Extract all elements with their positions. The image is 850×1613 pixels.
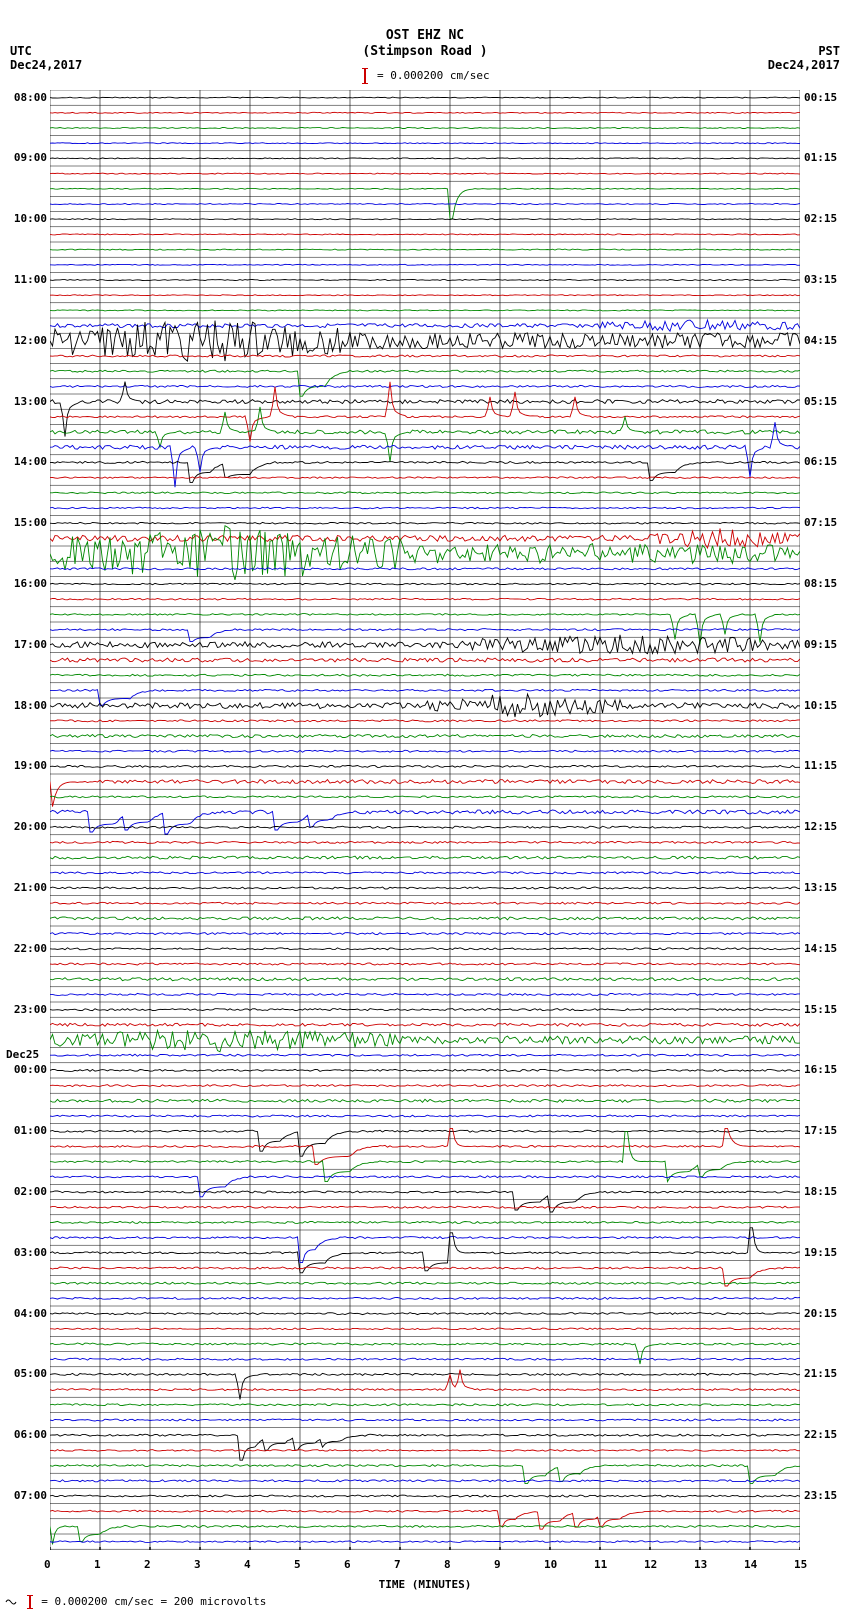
x-tick: 2 <box>144 1558 151 1571</box>
x-tick: 3 <box>194 1558 201 1571</box>
utc-time-label: 16:00 <box>2 577 47 590</box>
utc-time-label: 00:00 <box>2 1063 47 1076</box>
utc-time-label: 13:00 <box>2 395 47 408</box>
x-tick: 7 <box>394 1558 401 1571</box>
utc-time-label: 02:00 <box>2 1185 47 1198</box>
pst-time-label: 20:15 <box>804 1307 849 1320</box>
pst-time-label: 14:15 <box>804 942 849 955</box>
pst-time-label: 08:15 <box>804 577 849 590</box>
utc-time-label: 18:00 <box>2 699 47 712</box>
utc-time-label: 23:00 <box>2 1003 47 1016</box>
pst-time-label: 04:15 <box>804 334 849 347</box>
pst-time-label: 06:15 <box>804 455 849 468</box>
utc-time-label: 12:00 <box>2 334 47 347</box>
scale-info: = 0.000200 cm/sec <box>0 68 850 84</box>
pst-time-label: 21:15 <box>804 1367 849 1380</box>
x-tick: 5 <box>294 1558 301 1571</box>
pst-time-label: 10:15 <box>804 699 849 712</box>
x-axis-label: TIME (MINUTES) <box>0 1578 850 1591</box>
utc-time-label: 22:00 <box>2 942 47 955</box>
pst-time-label: 17:15 <box>804 1124 849 1137</box>
utc-time-label: 17:00 <box>2 638 47 651</box>
utc-time-label: 10:00 <box>2 212 47 225</box>
x-tick: 8 <box>444 1558 451 1571</box>
plot-svg <box>50 90 800 1550</box>
x-tick: 1 <box>94 1558 101 1571</box>
pst-time-label: 15:15 <box>804 1003 849 1016</box>
seismogram-container: OST EHZ NC (Stimpson Road ) = 0.000200 c… <box>0 0 850 1613</box>
pst-time-label: 23:15 <box>804 1489 849 1502</box>
x-tick: 13 <box>694 1558 707 1571</box>
footer-scale: = 0.000200 cm/sec = 200 microvolts <box>4 1595 266 1609</box>
pst-time-label: 02:15 <box>804 212 849 225</box>
date-left: Dec24,2017 <box>10 58 82 72</box>
x-tick: 6 <box>344 1558 351 1571</box>
pst-time-label: 09:15 <box>804 638 849 651</box>
utc-time-label: 11:00 <box>2 273 47 286</box>
utc-time-label: 09:00 <box>2 151 47 164</box>
utc-time-label: 05:00 <box>2 1367 47 1380</box>
timezone-left: UTC <box>10 44 32 58</box>
scale-bar-icon <box>360 68 370 84</box>
pst-time-label: 19:15 <box>804 1246 849 1259</box>
pst-time-label: 18:15 <box>804 1185 849 1198</box>
x-tick: 11 <box>594 1558 607 1571</box>
utc-time-label: 01:00 <box>2 1124 47 1137</box>
utc-time-label: 20:00 <box>2 820 47 833</box>
x-tick: 10 <box>544 1558 557 1571</box>
x-tick: 14 <box>744 1558 757 1571</box>
day-boundary-label: Dec25 <box>6 1048 39 1061</box>
scale-text: = 0.000200 cm/sec <box>377 69 490 82</box>
station-title: OST EHZ NC <box>0 28 850 43</box>
pst-time-label: 00:15 <box>804 91 849 104</box>
station-subtitle: (Stimpson Road ) <box>0 44 850 59</box>
pst-time-label: 05:15 <box>804 395 849 408</box>
utc-time-label: 07:00 <box>2 1489 47 1502</box>
x-tick: 0 <box>44 1558 51 1571</box>
utc-time-label: 14:00 <box>2 455 47 468</box>
utc-time-label: 15:00 <box>2 516 47 529</box>
x-tick: 4 <box>244 1558 251 1571</box>
footer-text: = 0.000200 cm/sec = 200 microvolts <box>41 1595 266 1608</box>
utc-time-label: 03:00 <box>2 1246 47 1259</box>
x-tick: 15 <box>794 1558 807 1571</box>
x-tick: 12 <box>644 1558 657 1571</box>
pst-time-label: 13:15 <box>804 881 849 894</box>
utc-time-label: 06:00 <box>2 1428 47 1441</box>
pst-time-label: 11:15 <box>804 759 849 772</box>
utc-time-label: 19:00 <box>2 759 47 772</box>
utc-time-label: 08:00 <box>2 91 47 104</box>
x-tick: 9 <box>494 1558 501 1571</box>
helicorder-plot <box>50 90 800 1550</box>
pst-time-label: 01:15 <box>804 151 849 164</box>
utc-time-label: 21:00 <box>2 881 47 894</box>
timezone-right: PST <box>818 44 840 58</box>
pst-time-label: 22:15 <box>804 1428 849 1441</box>
pst-time-label: 03:15 <box>804 273 849 286</box>
utc-time-label: 04:00 <box>2 1307 47 1320</box>
date-right: Dec24,2017 <box>768 58 840 72</box>
pst-time-label: 16:15 <box>804 1063 849 1076</box>
pst-time-label: 12:15 <box>804 820 849 833</box>
pst-time-label: 07:15 <box>804 516 849 529</box>
